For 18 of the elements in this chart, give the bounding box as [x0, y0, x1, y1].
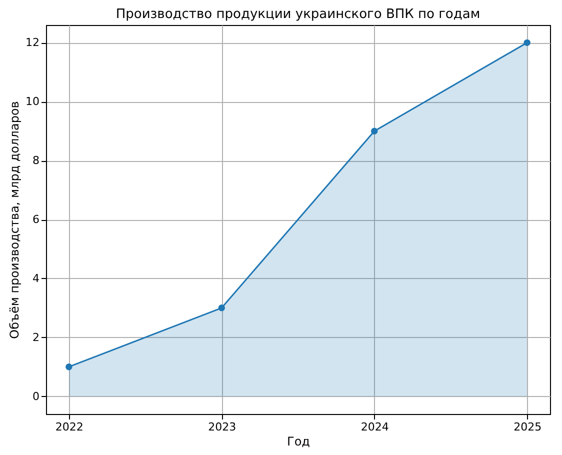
point: [66, 364, 72, 370]
x-tick-label: 2025: [514, 420, 542, 434]
x-axis-title: Год: [287, 434, 310, 448]
x-tick-label: 2024: [360, 420, 389, 434]
y-tick-label: 6: [32, 213, 40, 226]
y-axis-title: Объём производства, млрд долларов: [8, 101, 22, 339]
y-tick-label: 12: [26, 36, 40, 50]
x-tick-label: 2023: [208, 420, 236, 434]
point: [218, 304, 225, 312]
y-tick-label: 8: [32, 154, 40, 168]
y-tick-label: 10: [26, 95, 40, 108]
y-tick-label: 4: [32, 272, 40, 285]
point: [371, 128, 378, 134]
y-tick-label: 0: [32, 390, 40, 403]
x-tick-label: 2022: [55, 420, 84, 434]
point: [524, 39, 530, 46]
y-tick-label: 2: [32, 330, 40, 344]
chart-title: Производство продукции украинского ВПК по годам: [116, 7, 480, 22]
